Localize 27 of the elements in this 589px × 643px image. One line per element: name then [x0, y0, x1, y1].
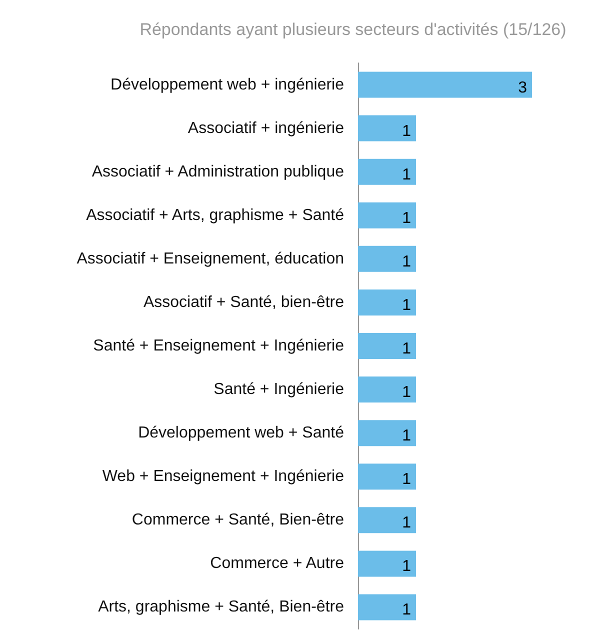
data-label: 1 [402, 558, 412, 576]
data-label: 1 [402, 296, 412, 314]
y-tick-label: Associatif + Santé, bien-être [143, 294, 344, 311]
chart-title: Répondants ayant plusieurs secteurs d'activités (15/126) [140, 20, 566, 39]
y-tick-label: Commerce + Autre [210, 555, 344, 572]
y-tick-label: Associatif + ingénierie [188, 120, 344, 137]
y-tick-label: Associatif + Administration publique [92, 163, 344, 180]
data-label: 1 [402, 471, 412, 488]
y-tick-label: Associatif + Arts, graphisme + Santé [86, 206, 344, 224]
y-tick-label: Santé + Ingénierie [214, 381, 344, 398]
data-label: 1 [402, 384, 412, 402]
y-tick-label: Développement web + ingénierie [110, 76, 344, 94]
y-tick-label: Web + Enseignement + Ingénierie [102, 468, 344, 486]
y-tick-label: Associatif + Enseignement, éducation [76, 250, 344, 268]
y-tick-label: Santé + Enseignement + Ingénierie [93, 338, 344, 354]
data-label: 1 [402, 514, 412, 532]
data-label: 1 [402, 602, 412, 619]
data-label: 3 [518, 79, 528, 96]
y-tick-label: Développement web + Santé [138, 424, 344, 442]
y-tick-label: Commerce + Santé, Bien-être [132, 512, 344, 529]
data-label: 1 [402, 122, 412, 140]
y-tick-label: Arts, graphisme + Santé, Bien-être [98, 598, 344, 616]
data-label: 1 [402, 428, 412, 445]
data-label: 1 [402, 166, 412, 184]
data-label: 1 [402, 340, 412, 358]
data-label: 1 [402, 210, 412, 227]
data-label: 1 [402, 253, 412, 270]
